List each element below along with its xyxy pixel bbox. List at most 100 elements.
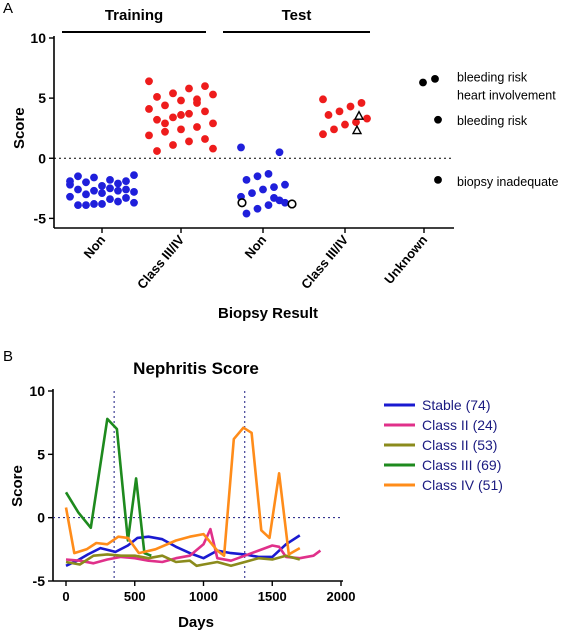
point (259, 185, 267, 194)
point (270, 183, 278, 192)
point (324, 111, 333, 119)
point (341, 120, 349, 129)
y-tick-label: 5 (38, 90, 46, 106)
x-tick-label: 0 (62, 589, 69, 604)
point (330, 125, 338, 134)
chart-title: Nephritis Score (133, 359, 259, 378)
y-tick-label: 10 (29, 383, 45, 399)
panel-a-label: A (3, 0, 13, 17)
panel-b-label: B (3, 348, 13, 365)
point (352, 118, 360, 127)
point (66, 192, 74, 201)
point (161, 101, 169, 110)
point (145, 77, 153, 86)
point (434, 115, 442, 124)
point (357, 99, 366, 107)
annotation: bleeding risk (457, 70, 528, 84)
point (90, 200, 98, 208)
y-tick-label: 5 (37, 446, 45, 462)
annotation: heart involvement (457, 89, 556, 103)
point (275, 148, 284, 157)
point (335, 107, 344, 116)
point (169, 141, 177, 149)
point (209, 90, 217, 99)
point (193, 95, 201, 104)
point (201, 82, 209, 91)
y-tick-label: 0 (37, 510, 45, 526)
point (90, 186, 98, 195)
y-tick-label: 10 (30, 30, 46, 46)
y-tick-label: 0 (38, 150, 46, 166)
open-triangle-point (351, 124, 363, 135)
x-tick-label: 2000 (327, 589, 356, 604)
series-line (65, 553, 301, 568)
point (419, 78, 427, 87)
legend-label: Class IV (51) (422, 477, 503, 493)
point (253, 172, 262, 181)
point (98, 182, 106, 190)
x-tick-label: Unknown (381, 232, 430, 286)
point (253, 204, 262, 213)
point (98, 189, 106, 198)
point (209, 144, 217, 153)
point (281, 198, 289, 207)
point (145, 105, 153, 113)
open-point (287, 199, 297, 209)
point (66, 180, 74, 189)
point (145, 131, 153, 140)
point (106, 195, 114, 204)
point (153, 115, 161, 124)
point (193, 123, 201, 131)
point (264, 201, 273, 210)
point (153, 93, 161, 101)
point (237, 143, 245, 152)
line-plot: Nephritis Score 10 5 0 -5 0 500 1000 1500 2000 Day… (9, 359, 503, 631)
point (74, 185, 82, 194)
y-tick-label: -5 (33, 573, 46, 589)
x-tick-label: Non (242, 232, 270, 261)
point (90, 173, 98, 182)
point (431, 74, 439, 83)
point (114, 179, 122, 188)
series-line (64, 417, 152, 557)
point (122, 177, 130, 186)
x-tick-label: 500 (124, 589, 146, 604)
point (201, 107, 209, 116)
annotation: biopsy inadequate (457, 175, 559, 189)
point (114, 186, 122, 195)
point (169, 113, 177, 122)
point (169, 89, 177, 98)
point (74, 201, 82, 210)
y-axis-label: Score (11, 107, 28, 149)
point (106, 175, 114, 184)
point (82, 190, 90, 199)
point (130, 171, 138, 179)
point (185, 137, 193, 146)
point (130, 198, 138, 207)
point (106, 184, 114, 193)
x-tick-label: Non (81, 232, 109, 261)
x-tick-label: Class III/IV (298, 232, 352, 292)
point (209, 119, 217, 128)
point (434, 175, 442, 184)
point (161, 127, 169, 136)
scatter-plot: 10 5 0 -5 Score Non Class III/IV Non Class III/I… (11, 7, 559, 322)
point (82, 178, 90, 187)
point (248, 189, 256, 198)
point (98, 200, 106, 208)
x-axis-label: Days (178, 614, 214, 631)
point (177, 125, 185, 134)
group-header: Test (282, 7, 312, 24)
point (82, 201, 90, 210)
point (177, 96, 185, 105)
point (281, 180, 289, 189)
y-axis-label: Score (9, 465, 26, 507)
legend-label: Class II (53) (422, 437, 497, 453)
point (130, 188, 138, 196)
point (242, 175, 251, 184)
legend-label: Class II (24) (422, 417, 497, 433)
x-tick-label: 1000 (189, 589, 218, 604)
open-triangle-point (353, 110, 365, 120)
point (319, 130, 327, 139)
